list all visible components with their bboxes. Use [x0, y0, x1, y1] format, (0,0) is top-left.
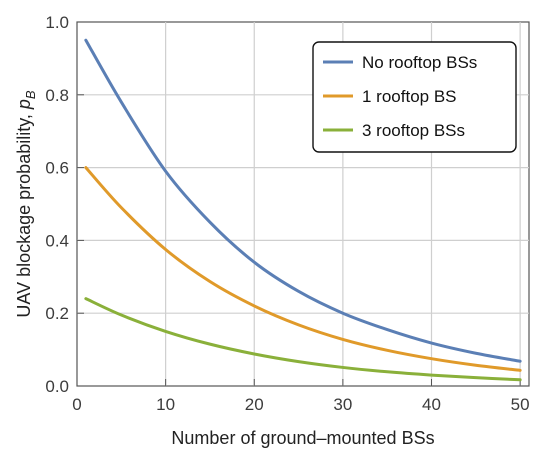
ticks: 0 10 20 30 40 50 0.0 0.2 0.4 0.6 0.8 1.0 — [45, 13, 529, 414]
y-tick-label: 0.0 — [45, 377, 69, 396]
x-tick-label: 20 — [245, 395, 264, 414]
legend: No rooftop BSs 1 rooftop BS 3 rooftop BSs — [312, 41, 517, 153]
y-axis-title: UAV blockage probability, pB — [14, 90, 38, 317]
plot-frame — [76, 21, 530, 387]
x-tick-label: 40 — [422, 395, 441, 414]
x-tick-label: 0 — [72, 395, 81, 414]
legend-label-2: 1 rooftop BS — [362, 87, 457, 106]
y-tick-label: 1.0 — [45, 13, 69, 32]
legend-label-1: No rooftop BSs — [362, 53, 477, 72]
series-line-1 — [84, 38, 522, 363]
legend-label-3: 3 rooftop BSs — [362, 121, 465, 140]
series-line-3 — [84, 297, 522, 382]
x-tick-label: 50 — [511, 395, 530, 414]
y-axis-title-subscript: B — [23, 90, 38, 99]
y-tick-label: 0.8 — [45, 86, 69, 105]
x-axis-title: Number of ground–mounted BSs — [171, 428, 434, 448]
x-tick-label: 30 — [333, 395, 352, 414]
y-tick-label: 0.4 — [45, 231, 69, 250]
y-axis-title-symbol: p — [14, 99, 34, 110]
y-axis-title-main: UAV blockage probability, — [14, 109, 34, 317]
legend-items: No rooftop BSs 1 rooftop BS 3 rooftop BSs — [323, 53, 477, 140]
y-tick-label: 0.2 — [45, 304, 69, 323]
series-line-2 — [84, 166, 522, 372]
series — [84, 38, 522, 382]
legend-box — [312, 41, 517, 153]
x-tick-label: 10 — [156, 395, 175, 414]
y-tick-label: 0.6 — [45, 159, 69, 178]
